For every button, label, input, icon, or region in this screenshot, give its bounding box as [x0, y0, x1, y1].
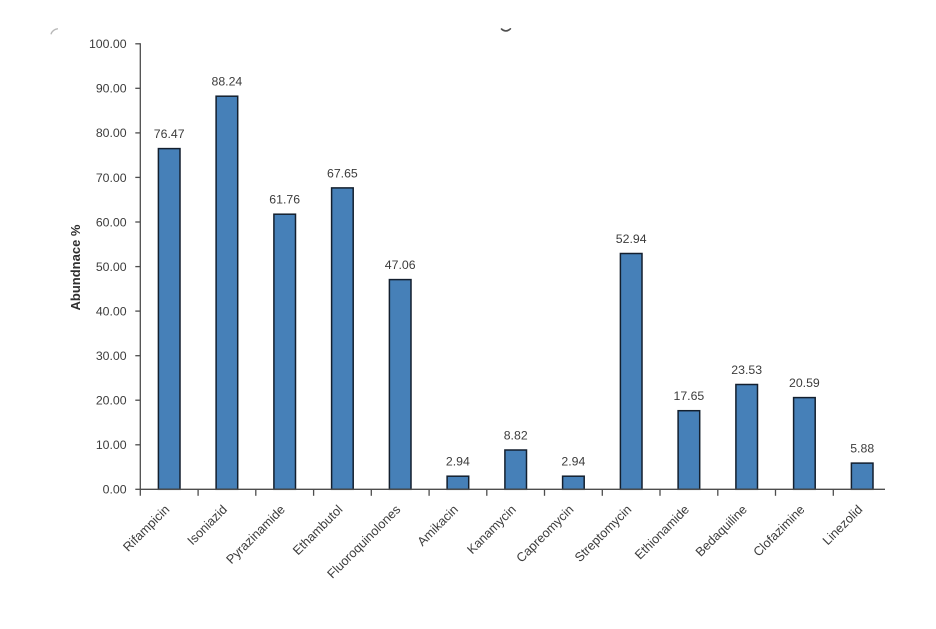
- svg-text:76.47: 76.47: [154, 127, 185, 141]
- svg-text:52.94: 52.94: [616, 232, 647, 246]
- svg-text:100.00: 100.00: [89, 37, 127, 51]
- svg-text:88.24: 88.24: [212, 75, 243, 89]
- svg-text:80.00: 80.00: [96, 126, 127, 140]
- svg-text:20.59: 20.59: [789, 376, 820, 390]
- svg-text:70.00: 70.00: [96, 171, 127, 185]
- svg-text:10.00: 10.00: [96, 438, 127, 452]
- svg-text:61.76: 61.76: [269, 193, 300, 207]
- svg-text:90.00: 90.00: [96, 82, 127, 96]
- svg-text:67.65: 67.65: [327, 166, 358, 180]
- svg-text:47.06: 47.06: [385, 258, 416, 272]
- svg-text:23.53: 23.53: [731, 363, 762, 377]
- svg-text:50.00: 50.00: [96, 260, 127, 274]
- svg-text:2.94: 2.94: [446, 455, 470, 469]
- svg-text:Abundnace %: Abundnace %: [68, 224, 83, 310]
- svg-text:40.00: 40.00: [96, 304, 127, 318]
- svg-text:5.88: 5.88: [850, 442, 874, 456]
- svg-text:17.65: 17.65: [674, 389, 705, 403]
- svg-text:2.94: 2.94: [561, 455, 585, 469]
- svg-text:30.00: 30.00: [96, 349, 127, 363]
- svg-text:0.00: 0.00: [103, 483, 127, 497]
- svg-text:20.00: 20.00: [96, 394, 127, 408]
- svg-text:60.00: 60.00: [96, 215, 127, 229]
- svg-text:8.82: 8.82: [504, 429, 528, 443]
